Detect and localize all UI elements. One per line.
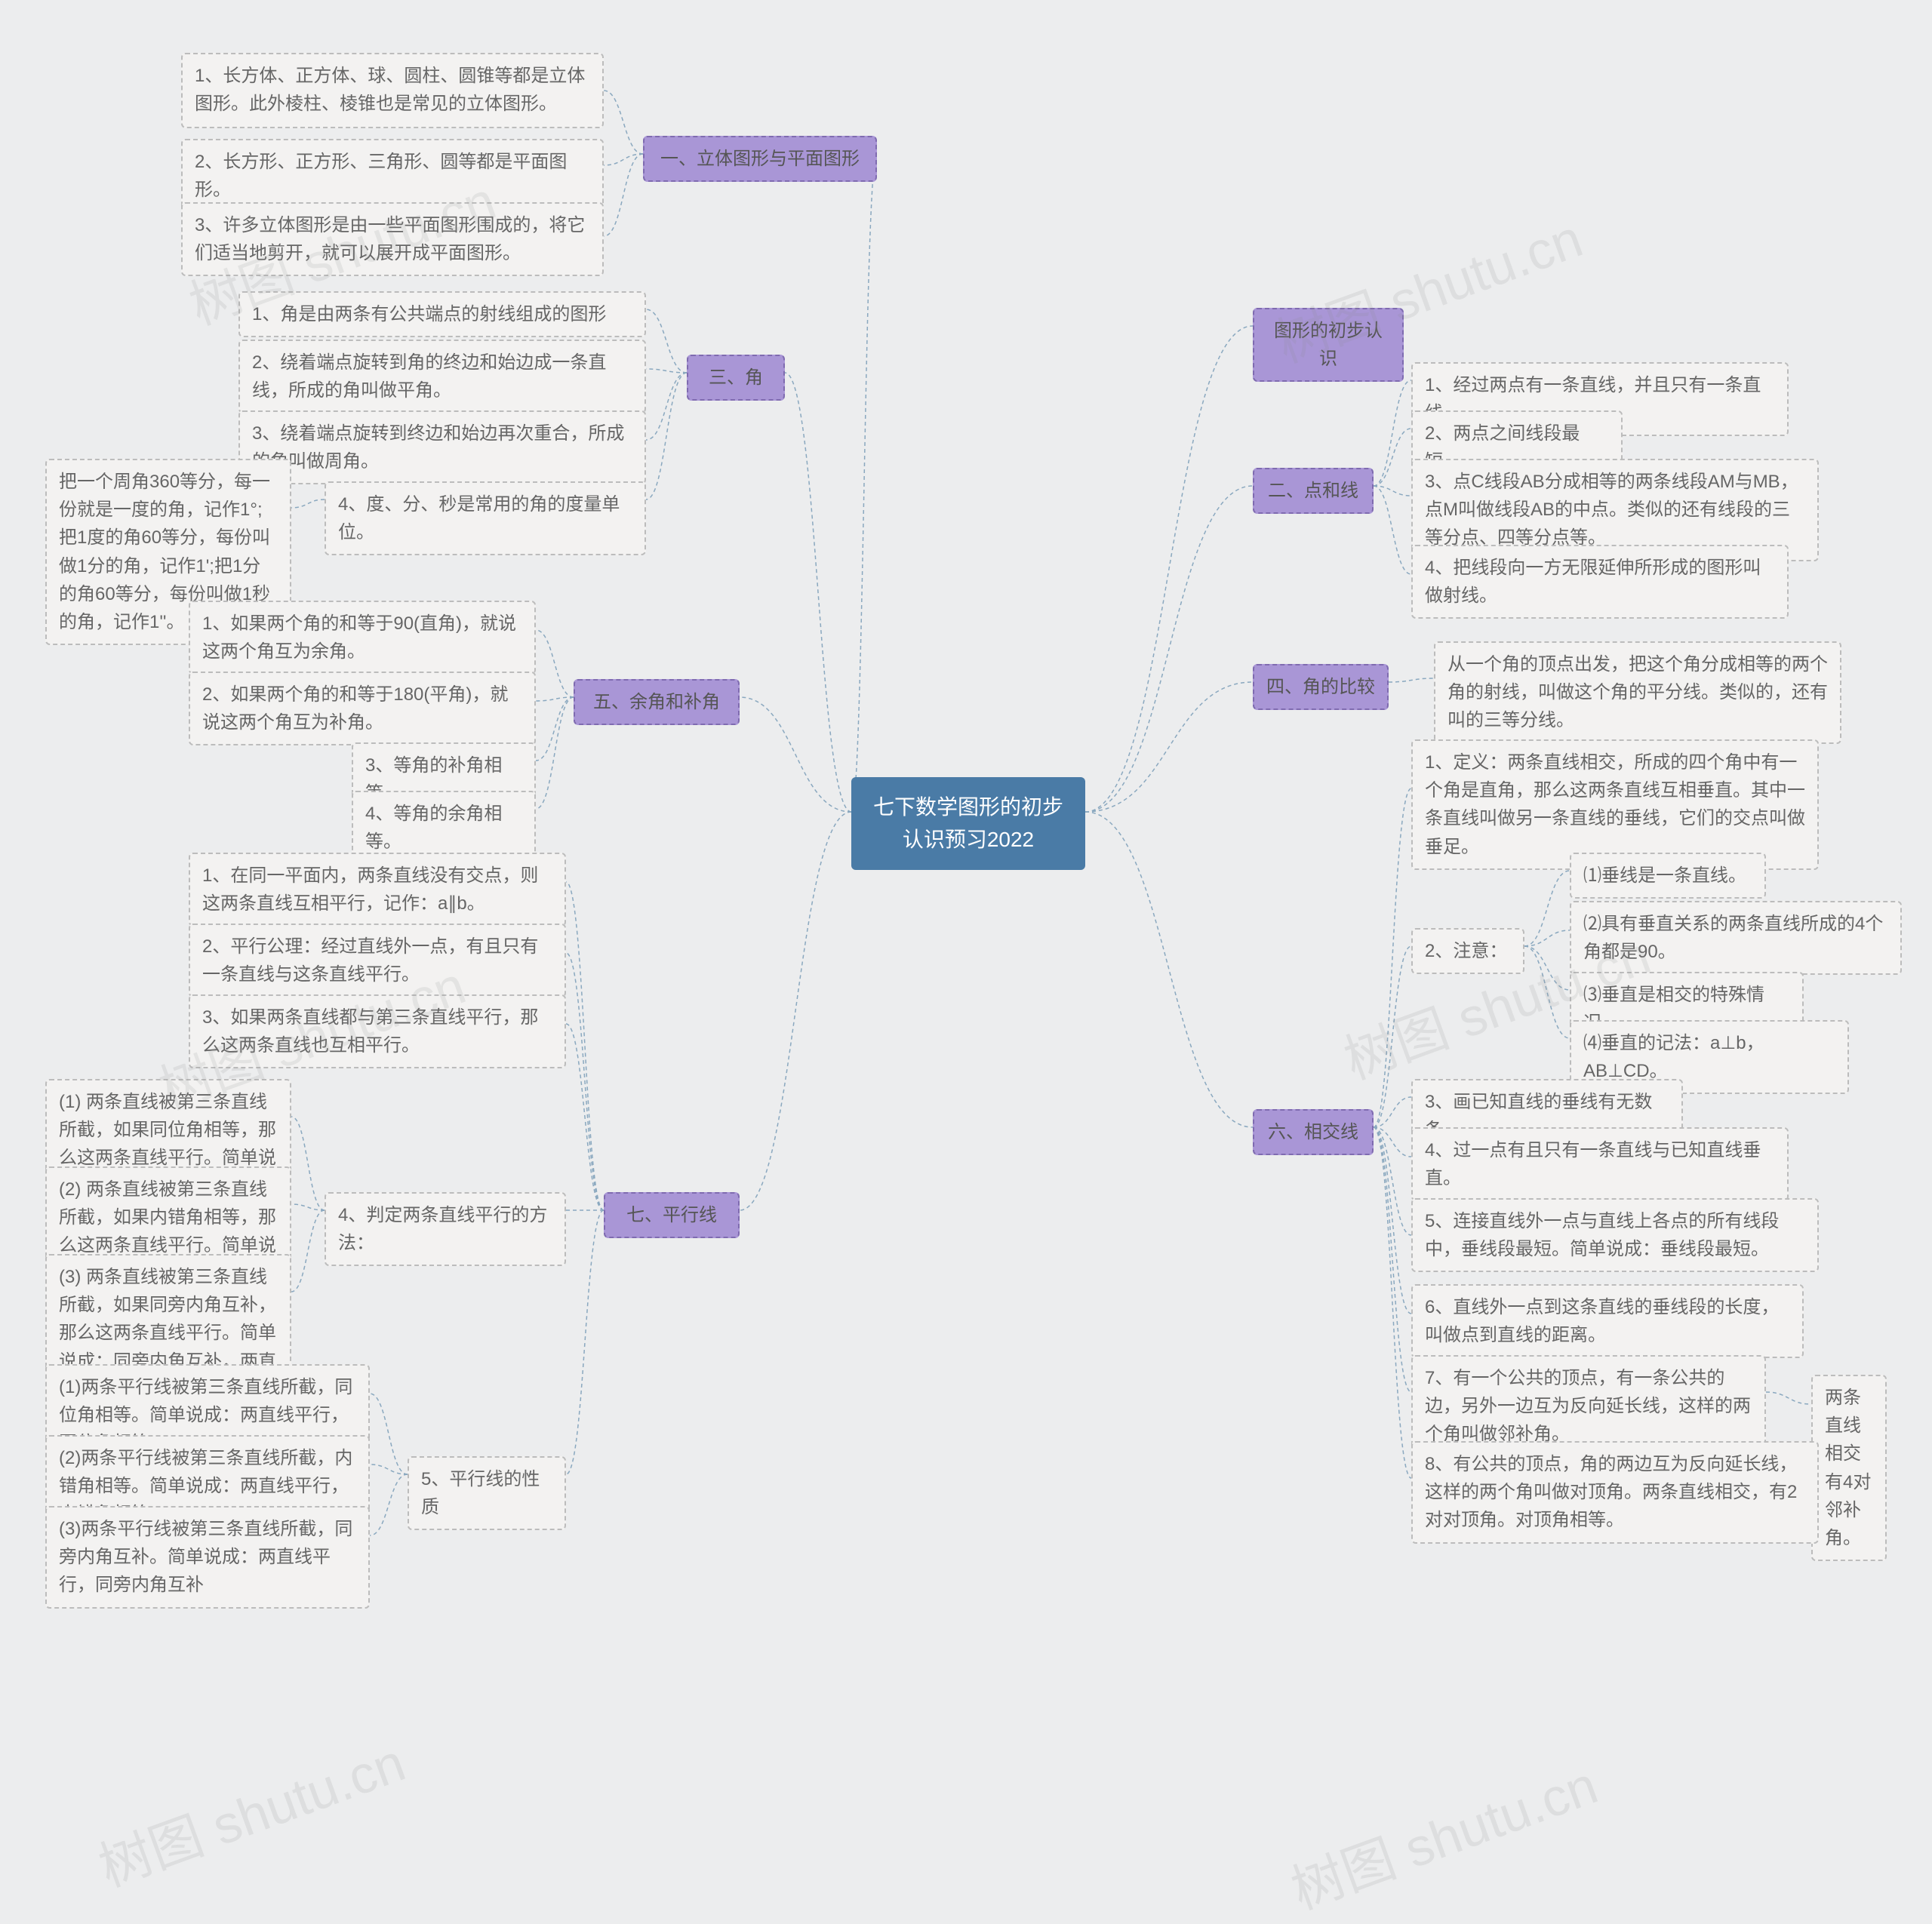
leaf-node: 1、如果两个角的和等于90(直角)，就说这两个角互为余角。 bbox=[189, 601, 536, 675]
branch-node: 二、点和线 bbox=[1253, 468, 1374, 514]
branch-node: 图形的初步认识 bbox=[1253, 308, 1404, 382]
leaf-node: 4、度、分、秒是常用的角的度量单位。 bbox=[325, 481, 646, 555]
leaf-node: ⑴垂线是一条直线。 bbox=[1570, 853, 1766, 899]
leaf-node: 5、平行线的性质 bbox=[408, 1456, 566, 1530]
leaf-node: (3)两条平行线被第三条直线所截，同旁内角互补。简单说成：两直线平行，同旁内角互… bbox=[45, 1506, 370, 1609]
leaf-node: 两条直线相交有4对邻补角。 bbox=[1811, 1375, 1887, 1561]
leaf-node: 1、长方体、正方体、球、圆柱、圆锥等都是立体图形。此外棱柱、棱锥也是常见的立体图… bbox=[181, 53, 604, 128]
leaf-node: 1、角是由两条有公共端点的射线组成的图形 bbox=[238, 291, 646, 337]
leaf-node: 2、如果两个角的和等于180(平角)，就说这两个角互为补角。 bbox=[189, 672, 536, 745]
branch-node: 六、相交线 bbox=[1253, 1109, 1374, 1155]
leaf-node: 5、连接直线外一点与直线上各点的所有线段中，垂线段最短。简单说成：垂线段最短。 bbox=[1411, 1198, 1819, 1272]
leaf-node: 2、绕着端点旋转到角的终边和始边成一条直线，所成的角叫做平角。 bbox=[238, 340, 646, 413]
branch-node: 五、余角和补角 bbox=[574, 679, 740, 725]
watermark: 树图 shutu.cn bbox=[88, 1721, 414, 1902]
branch-node: 七、平行线 bbox=[604, 1192, 740, 1238]
branch-node: 三、角 bbox=[687, 355, 785, 401]
leaf-node: 4、判定两条直线平行的方法： bbox=[325, 1192, 566, 1266]
leaf-node: 1、定义：两条直线相交，所成的四个角中有一个角是直角，那么这两条直线互相垂直。其… bbox=[1411, 739, 1819, 870]
leaf-node: 4、把线段向一方无限延伸所形成的图形叫做射线。 bbox=[1411, 545, 1789, 619]
root-node: 七下数学图形的初步认识预习2022 bbox=[851, 777, 1085, 870]
leaf-node: 8、有公共的顶点，角的两边互为反向延长线，这样的两个角叫做对顶角。两条直线相交，… bbox=[1411, 1441, 1819, 1544]
leaf-node: 6、直线外一点到这条直线的垂线段的长度，叫做点到直线的距离。 bbox=[1411, 1284, 1804, 1358]
leaf-node: 3、绕着端点旋转到终边和始边再次重合，所成的角叫做周角。 bbox=[238, 410, 646, 484]
leaf-node: 2、注意： bbox=[1411, 928, 1524, 974]
leaf-node: 2、平行公理：经过直线外一点，有且只有一条直线与这条直线平行。 bbox=[189, 924, 566, 997]
leaf-node: 3、许多立体图形是由一些平面图形围成的，将它们适当地剪开，就可以展开成平面图形。 bbox=[181, 202, 604, 276]
leaf-node: 4、过一点有且只有一条直线与已知直线垂直。 bbox=[1411, 1127, 1789, 1201]
branch-node: 一、立体图形与平面图形 bbox=[643, 136, 877, 182]
watermark: 树图 shutu.cn bbox=[1280, 1744, 1607, 1924]
leaf-node: ⑵具有垂直关系的两条直线所成的4个角都是90。 bbox=[1570, 901, 1902, 975]
branch-node: 四、角的比较 bbox=[1253, 664, 1389, 710]
leaf-node: 1、在同一平面内，两条直线没有交点，则这两条直线互相平行，记作：a∥b。 bbox=[189, 853, 566, 927]
leaf-node: 从一个角的顶点出发，把这个角分成相等的两个角的射线，叫做这个角的平分线。类似的，… bbox=[1434, 641, 1841, 744]
leaf-node: 3、如果两条直线都与第三条直线平行，那么这两条直线也互相平行。 bbox=[189, 994, 566, 1068]
